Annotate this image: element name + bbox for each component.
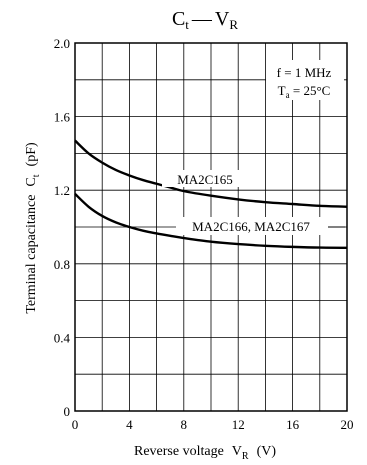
x-tick-label: 20 xyxy=(341,417,354,432)
x-axis-symbol: V xyxy=(232,444,242,459)
series-label-bg-ma2c165 xyxy=(162,170,248,187)
y-tick-label: 2.0 xyxy=(54,36,70,51)
series-line-0 xyxy=(74,139,348,208)
y-tick-label: 0.4 xyxy=(54,330,71,345)
title-main-sub: t xyxy=(185,17,189,32)
x-axis-symbol-sub: R xyxy=(242,451,249,462)
y-tick-label: 1.6 xyxy=(54,110,71,125)
y-tick-labels: 0 0.4 0.8 1.2 1.6 2.0 xyxy=(54,36,71,419)
x-tick-label: 8 xyxy=(181,417,188,432)
series-line-1 xyxy=(74,193,348,249)
x-tick-label: 16 xyxy=(286,417,300,432)
curves xyxy=(74,139,348,249)
series-label-ma2c165: MA2C165 xyxy=(177,172,233,187)
series-label-ma2c166-ma2c167: MA2C166, MA2C167 xyxy=(192,219,310,234)
y-axis-unit: (pF) xyxy=(24,142,39,166)
y-tick-label: 1.2 xyxy=(54,183,70,198)
x-tick-label: 12 xyxy=(232,417,245,432)
title-main: C xyxy=(172,8,185,30)
y-tick-label: 0 xyxy=(64,404,71,419)
y-axis-symbol-sub: t xyxy=(31,174,42,177)
condition-temp-sub: a xyxy=(286,90,290,100)
x-tick-labels: 0 4 8 12 16 20 xyxy=(72,417,354,432)
x-axis-label-text: Reverse voltage xyxy=(134,444,224,459)
y-axis-label-text: Terminal capacitance xyxy=(24,195,39,314)
y-axis-symbol: C xyxy=(24,177,39,186)
title-dash: — xyxy=(191,8,213,30)
chart-title: Ct — VR xyxy=(172,8,238,32)
condition-temp-prefix: T xyxy=(278,83,286,98)
y-tick-label: 0.8 xyxy=(54,257,70,272)
series-label-bg-ma2c166 xyxy=(176,217,328,235)
title-var-sub: R xyxy=(229,17,238,32)
title-var: V xyxy=(215,8,230,30)
y-axis-label: Terminal capacitance Ct (pF) xyxy=(24,142,42,314)
condition-temp-suffix: = 25°C xyxy=(290,83,331,98)
x-tick-label: 4 xyxy=(126,417,133,432)
x-axis-label: Reverse voltage VR (V) xyxy=(134,444,276,462)
plot-frame xyxy=(74,42,348,412)
condition-box xyxy=(266,60,344,100)
condition-temperature: Ta = 25°C xyxy=(278,83,331,100)
x-tick-label: 0 xyxy=(72,417,79,432)
x-axis-unit: (V) xyxy=(257,444,277,459)
condition-frequency: f = 1 MHz xyxy=(277,65,332,80)
